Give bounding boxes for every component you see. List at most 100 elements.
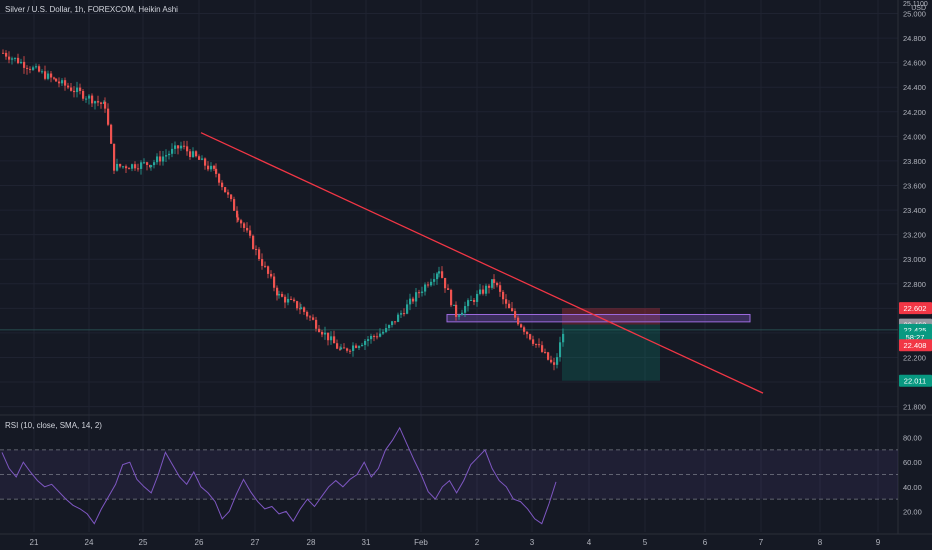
candle-body bbox=[491, 279, 494, 288]
candle-body bbox=[340, 347, 343, 350]
rsi-title: RSI (10, close, SMA, 14, 2) bbox=[5, 421, 102, 430]
trendline-layer[interactable] bbox=[200, 132, 764, 394]
candle-body bbox=[312, 317, 315, 320]
candle-body bbox=[237, 217, 240, 221]
candle-body bbox=[464, 306, 467, 313]
candle-body bbox=[61, 80, 64, 84]
candle-body bbox=[128, 168, 131, 170]
rsi-tick-label: 60.00 bbox=[903, 458, 922, 467]
candle-body bbox=[189, 151, 192, 157]
candle-body bbox=[122, 166, 125, 168]
candle-body bbox=[370, 335, 373, 340]
candle-body bbox=[373, 335, 376, 337]
candle-body bbox=[137, 168, 140, 170]
candle-body bbox=[511, 308, 514, 312]
rsi-pane: 80.00 60.00 40.00 20.00 bbox=[0, 426, 922, 525]
candle-body bbox=[218, 173, 221, 183]
candle-body bbox=[361, 344, 364, 347]
candle-body bbox=[488, 285, 491, 288]
price-tick-label: 24.600 bbox=[903, 59, 926, 68]
candle-body bbox=[349, 350, 352, 352]
candle-body bbox=[397, 314, 400, 322]
candle-body bbox=[159, 156, 162, 162]
candle-body bbox=[550, 359, 553, 363]
candle-body bbox=[29, 68, 32, 70]
candle-body bbox=[409, 298, 412, 305]
candle-body bbox=[5, 52, 8, 57]
time-tick-label: 7 bbox=[759, 538, 764, 547]
candle-body bbox=[85, 98, 88, 100]
price-tick-label: 21.800 bbox=[903, 403, 926, 412]
candle-body bbox=[517, 317, 520, 325]
candle-body bbox=[230, 194, 233, 200]
candle-body bbox=[201, 158, 204, 160]
candle-body bbox=[64, 80, 67, 86]
candle-body bbox=[559, 342, 562, 358]
candle-body bbox=[227, 192, 230, 195]
candle-body bbox=[306, 311, 309, 317]
candle-body bbox=[50, 73, 53, 78]
candle-body bbox=[482, 289, 485, 294]
candle-body bbox=[58, 81, 61, 84]
time-tick-label: 31 bbox=[362, 538, 371, 547]
time-tick-label: 28 bbox=[307, 538, 316, 547]
price-tick-label: 23.200 bbox=[903, 231, 926, 240]
candle-body bbox=[403, 313, 406, 315]
take-profit-zone bbox=[562, 324, 660, 381]
candle-body bbox=[367, 339, 370, 341]
candle-body bbox=[538, 344, 541, 346]
price-axis[interactable]: 25.000 24.800 24.600 24.400 24.200 24.000 23.8… bbox=[899, 1, 932, 412]
candle-body bbox=[502, 291, 505, 300]
candle-body bbox=[400, 313, 403, 315]
candle-body bbox=[470, 299, 473, 301]
candle-body bbox=[94, 101, 97, 104]
candle-body bbox=[379, 333, 382, 337]
candle-body bbox=[23, 61, 26, 68]
candle-body bbox=[53, 77, 56, 79]
candle-body bbox=[352, 345, 355, 351]
grid bbox=[0, 0, 932, 534]
candle-body bbox=[11, 58, 14, 60]
candle-body bbox=[79, 87, 82, 91]
candle-body bbox=[336, 343, 339, 349]
price-tick-label: 22.200 bbox=[903, 353, 926, 362]
candle-body bbox=[391, 321, 394, 326]
price-tick-label: 25.000 bbox=[903, 10, 926, 19]
candle-body bbox=[35, 66, 38, 68]
candle-body bbox=[493, 279, 496, 283]
time-axis[interactable]: 21 24 25 26 27 28 31 Feb 2 3 4 5 6 7 8 9 bbox=[0, 533, 932, 547]
candle-body bbox=[171, 148, 174, 154]
candle-body bbox=[343, 347, 346, 349]
price-tick-label: 25.1100 bbox=[903, 1, 928, 8]
stop-loss-zone bbox=[562, 308, 660, 325]
candle-body bbox=[255, 248, 258, 250]
candle-body bbox=[67, 85, 70, 88]
candle-body bbox=[70, 87, 73, 91]
price-tick-label: 24.200 bbox=[903, 108, 926, 117]
candle-body bbox=[236, 210, 239, 218]
time-tick-label: 3 bbox=[530, 538, 535, 547]
candle-body bbox=[535, 343, 538, 345]
candle-body bbox=[444, 277, 447, 289]
candle-body bbox=[412, 298, 415, 302]
candle-body bbox=[441, 271, 444, 278]
candlestick-series bbox=[2, 49, 565, 371]
time-tick-label: 5 bbox=[643, 538, 648, 547]
candle-body bbox=[303, 307, 306, 312]
candle-body bbox=[177, 145, 180, 149]
candle-body bbox=[215, 168, 218, 174]
candle-body bbox=[207, 165, 210, 170]
candle-body bbox=[116, 163, 119, 171]
candle-body bbox=[17, 57, 20, 64]
candle-body bbox=[415, 292, 418, 302]
candle-body bbox=[418, 292, 421, 294]
candle-body bbox=[14, 57, 17, 59]
candle-body bbox=[523, 327, 526, 332]
price-tag bbox=[899, 374, 932, 387]
candle-body bbox=[233, 199, 236, 211]
candle-body bbox=[293, 299, 296, 302]
candle-body bbox=[134, 164, 137, 169]
candle-body bbox=[300, 307, 303, 310]
candle-body bbox=[562, 333, 565, 343]
